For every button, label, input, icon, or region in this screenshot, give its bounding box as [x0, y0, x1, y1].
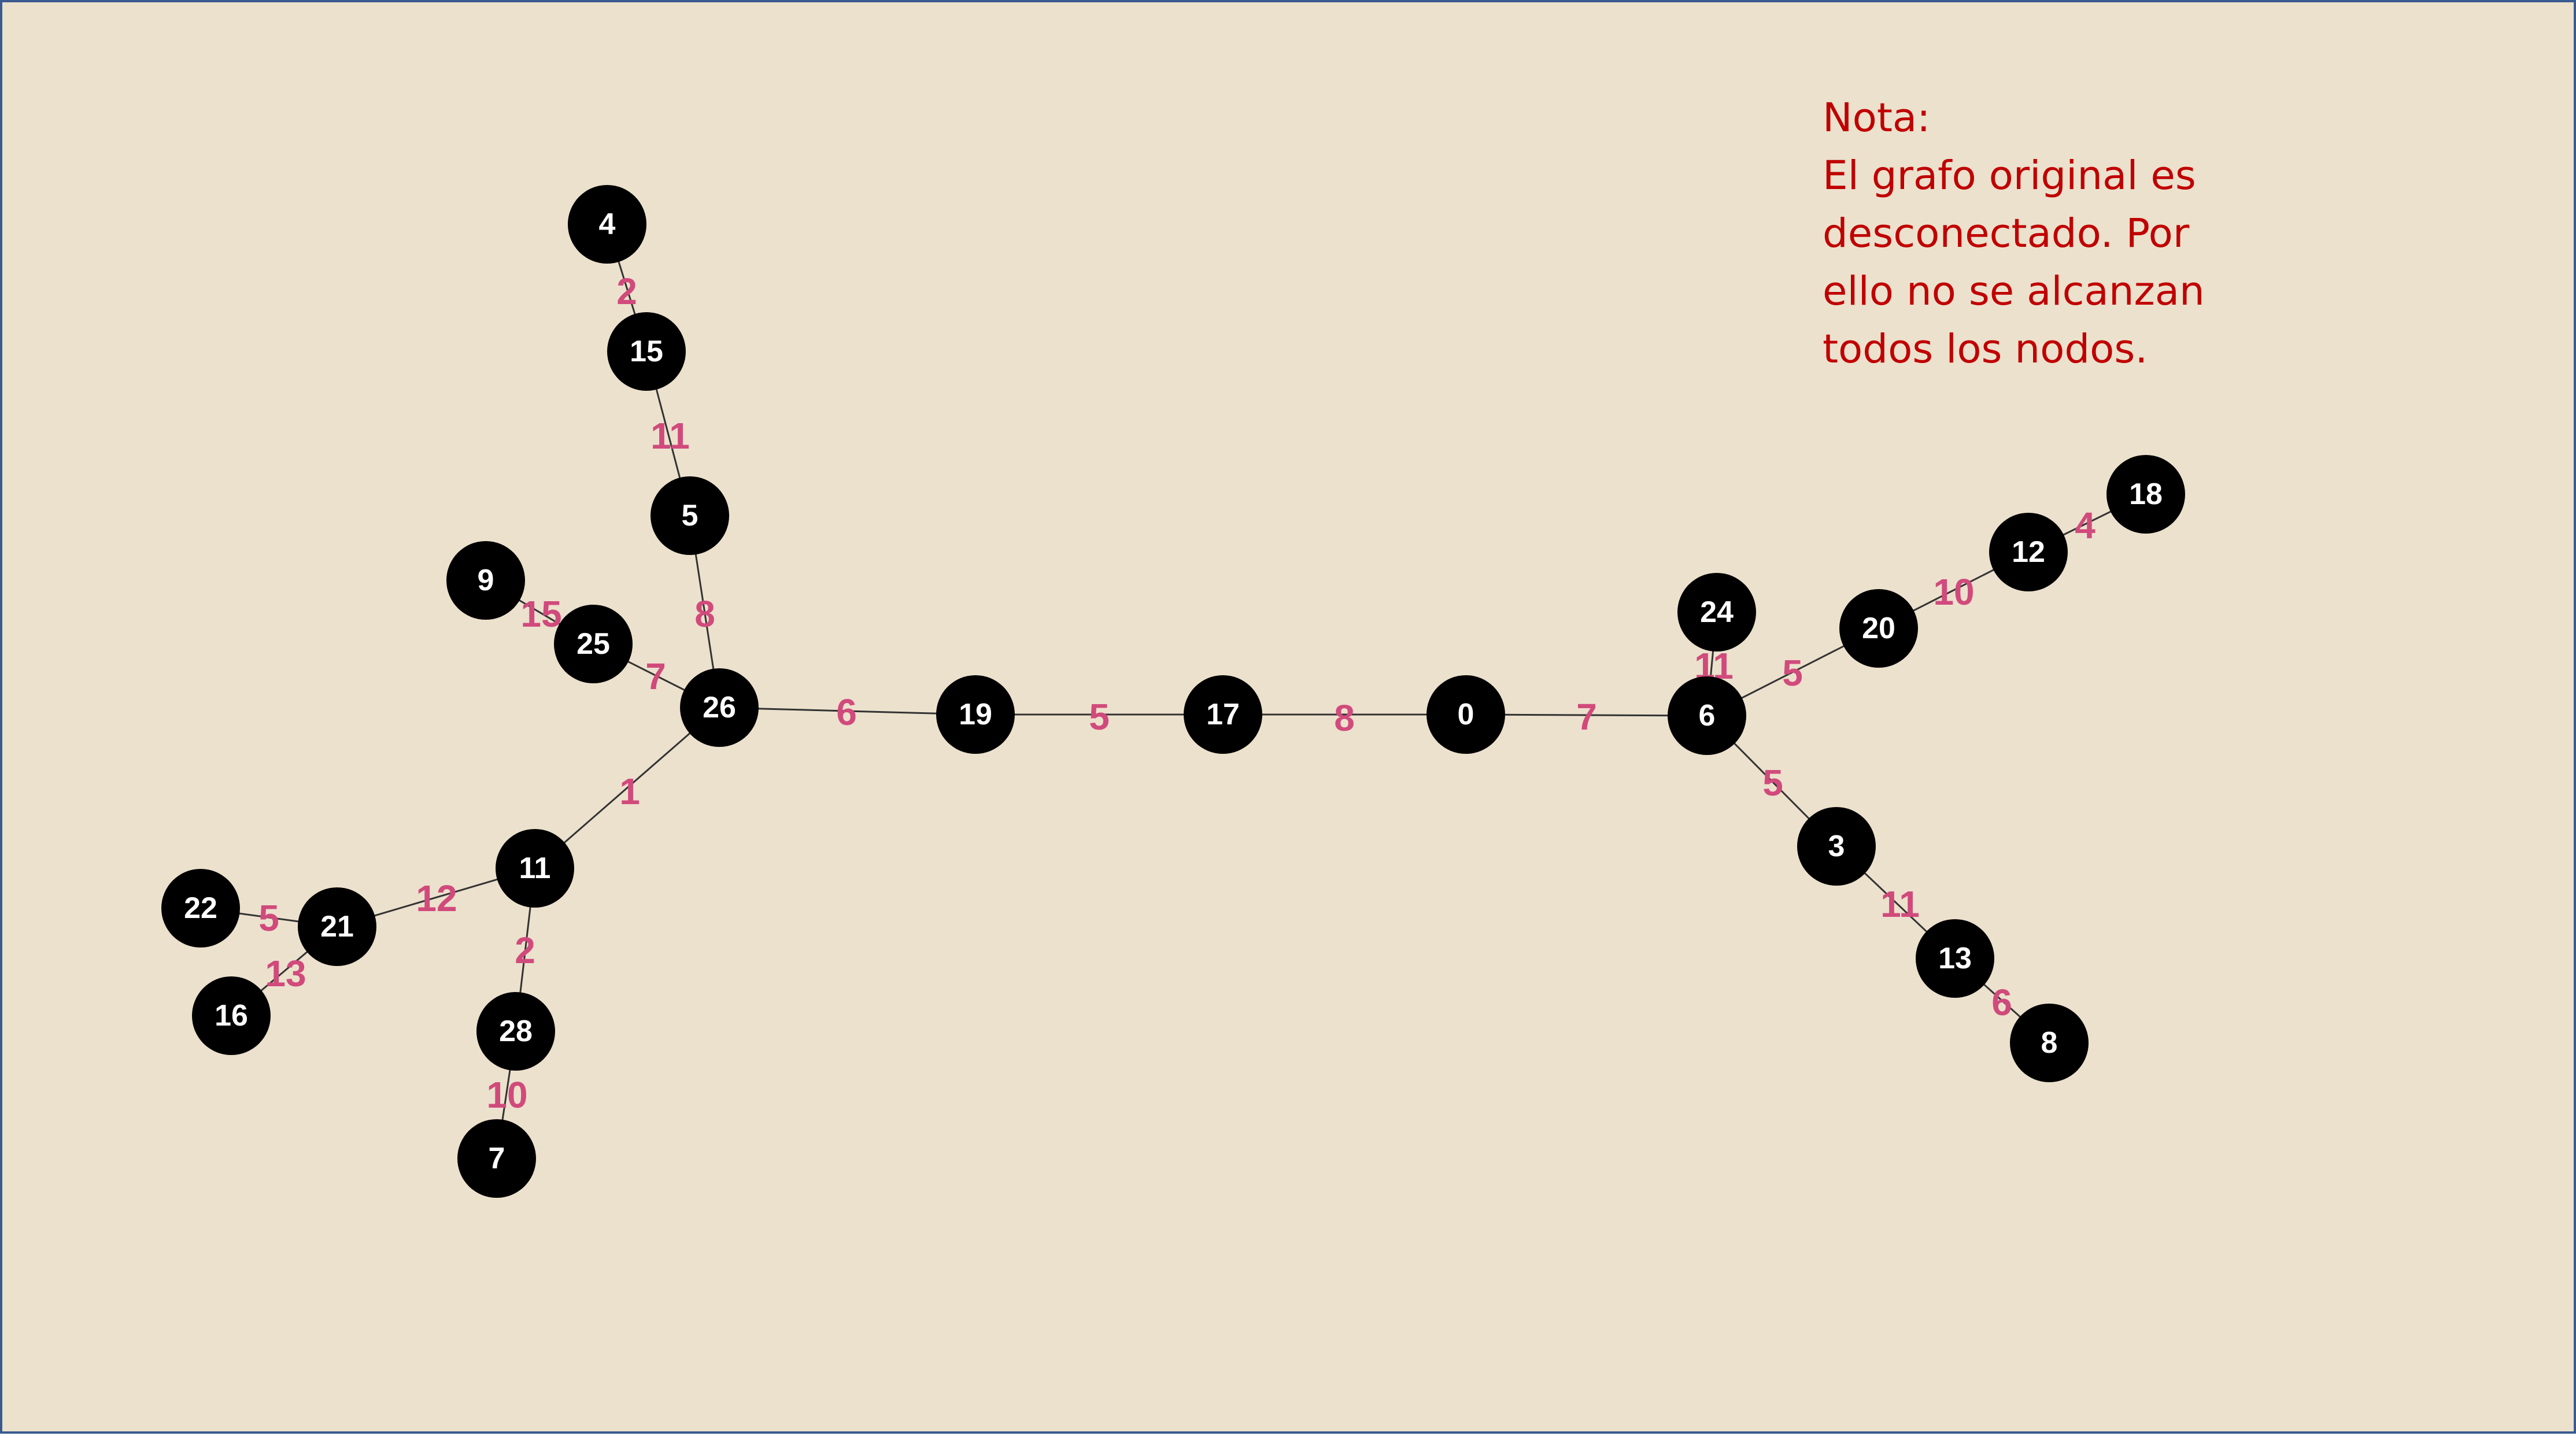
- node-24: 24: [1677, 573, 1756, 652]
- node-circle: [936, 675, 1015, 754]
- node-label: 20: [1862, 612, 1895, 645]
- node-25: 25: [554, 605, 633, 683]
- node-28: 28: [476, 992, 555, 1071]
- node-label: 0: [1458, 698, 1474, 731]
- node-9: 9: [446, 541, 525, 620]
- edge-weight-11-28: 2: [515, 930, 535, 971]
- node-circle: [161, 869, 240, 948]
- edge-weight-11-21: 12: [416, 878, 457, 919]
- node-label: 25: [576, 627, 610, 661]
- node-3: 3: [1797, 807, 1876, 886]
- node-label: 7: [489, 1142, 505, 1175]
- node-label: 17: [1206, 698, 1240, 731]
- node-label: 9: [478, 564, 494, 597]
- node-circle: [680, 668, 759, 747]
- node-label: 12: [2012, 535, 2045, 569]
- edge-weight-25-26: 7: [645, 656, 666, 697]
- edge-26-11: [534, 706, 720, 869]
- node-circle: [568, 185, 646, 264]
- node-label: 5: [682, 499, 698, 532]
- edge-26-19: [719, 706, 976, 716]
- node-11: 11: [496, 829, 574, 908]
- edge-weight-13-8: 6: [1991, 982, 2012, 1023]
- node-label: 8: [2041, 1026, 2058, 1060]
- edge-weight-3-13: 11: [1880, 883, 1920, 925]
- node-label: 13: [1938, 942, 1972, 975]
- edge-weight-28-7: 10: [486, 1074, 527, 1116]
- edge-weight-4-15: 2: [616, 271, 637, 312]
- node-label: 3: [1828, 830, 1845, 863]
- node-5: 5: [651, 476, 729, 555]
- node-label: 28: [499, 1015, 533, 1048]
- edge-weight-12-18: 4: [2075, 505, 2095, 546]
- node-label: 22: [184, 891, 217, 925]
- node-circle: [2010, 1004, 2089, 1082]
- edge-weight-6-20: 5: [1782, 652, 1803, 694]
- node-0: 0: [1426, 675, 1505, 754]
- node-circle: [1839, 589, 1918, 668]
- node-16: 16: [192, 976, 271, 1055]
- node-4: 4: [568, 185, 646, 264]
- node-26: 26: [680, 668, 759, 747]
- node-label: 6: [1699, 699, 1716, 732]
- node-circle: [446, 541, 525, 620]
- edge-weight-15-5: 11: [651, 415, 690, 457]
- node-7: 7: [457, 1119, 536, 1198]
- node-12: 12: [1989, 513, 2068, 591]
- edge-weight-22-21: 5: [258, 897, 279, 939]
- node-15: 15: [607, 312, 686, 391]
- node-label: 21: [320, 910, 354, 943]
- edge-weight-21-16: 13: [265, 953, 306, 994]
- node-22: 22: [161, 869, 240, 948]
- edge-weight-17-0: 8: [1334, 697, 1355, 739]
- node-circle: [651, 476, 729, 555]
- node-circle: [1916, 919, 1994, 998]
- edge-weight-19-17: 5: [1089, 696, 1110, 738]
- node-label: 4: [599, 208, 616, 241]
- edge-0-6: [1465, 713, 1708, 717]
- node-21: 21: [298, 887, 376, 966]
- edge-weight-26-19: 6: [836, 691, 857, 733]
- node-17: 17: [1184, 675, 1262, 754]
- node-label: 16: [215, 999, 248, 1032]
- edge-weight-0-6: 7: [1576, 696, 1597, 738]
- node-8: 8: [2010, 1004, 2089, 1082]
- node-circle: [1677, 573, 1756, 652]
- node-19: 19: [936, 675, 1015, 754]
- node-circle: [1426, 675, 1505, 754]
- node-circle: [607, 312, 686, 391]
- node-label: 11: [519, 852, 551, 885]
- node-6: 6: [1668, 676, 1746, 755]
- node-label: 26: [703, 691, 736, 724]
- edge-weight-26-11: 1: [619, 771, 640, 812]
- node-circle: [1184, 675, 1262, 754]
- node-label: 18: [2129, 478, 2163, 511]
- node-circle: [457, 1119, 536, 1198]
- edge-weight-20-12: 10: [1933, 571, 1974, 613]
- node-circle: [496, 829, 574, 908]
- node-label: 24: [1700, 595, 1734, 629]
- node-18: 18: [2106, 455, 2185, 534]
- node-circle: [554, 605, 633, 683]
- node-circle: [476, 992, 555, 1071]
- note-text: Nota: El grafo original es desconectado.…: [1823, 95, 2205, 372]
- node-13: 13: [1916, 919, 1994, 998]
- node-circle: [1668, 676, 1746, 755]
- node-20: 20: [1839, 589, 1918, 668]
- node-circle: [1797, 807, 1876, 886]
- node-label: 15: [630, 335, 663, 368]
- edge-weight-6-3: 5: [1762, 762, 1783, 804]
- edge-weight-5-26: 8: [694, 593, 715, 635]
- node-circle: [298, 887, 376, 966]
- node-label: 19: [959, 698, 992, 731]
- node-circle: [2106, 455, 2185, 534]
- edge-weight-9-25: 15: [520, 593, 561, 635]
- node-circle: [192, 976, 271, 1055]
- node-circle: [1989, 513, 2068, 591]
